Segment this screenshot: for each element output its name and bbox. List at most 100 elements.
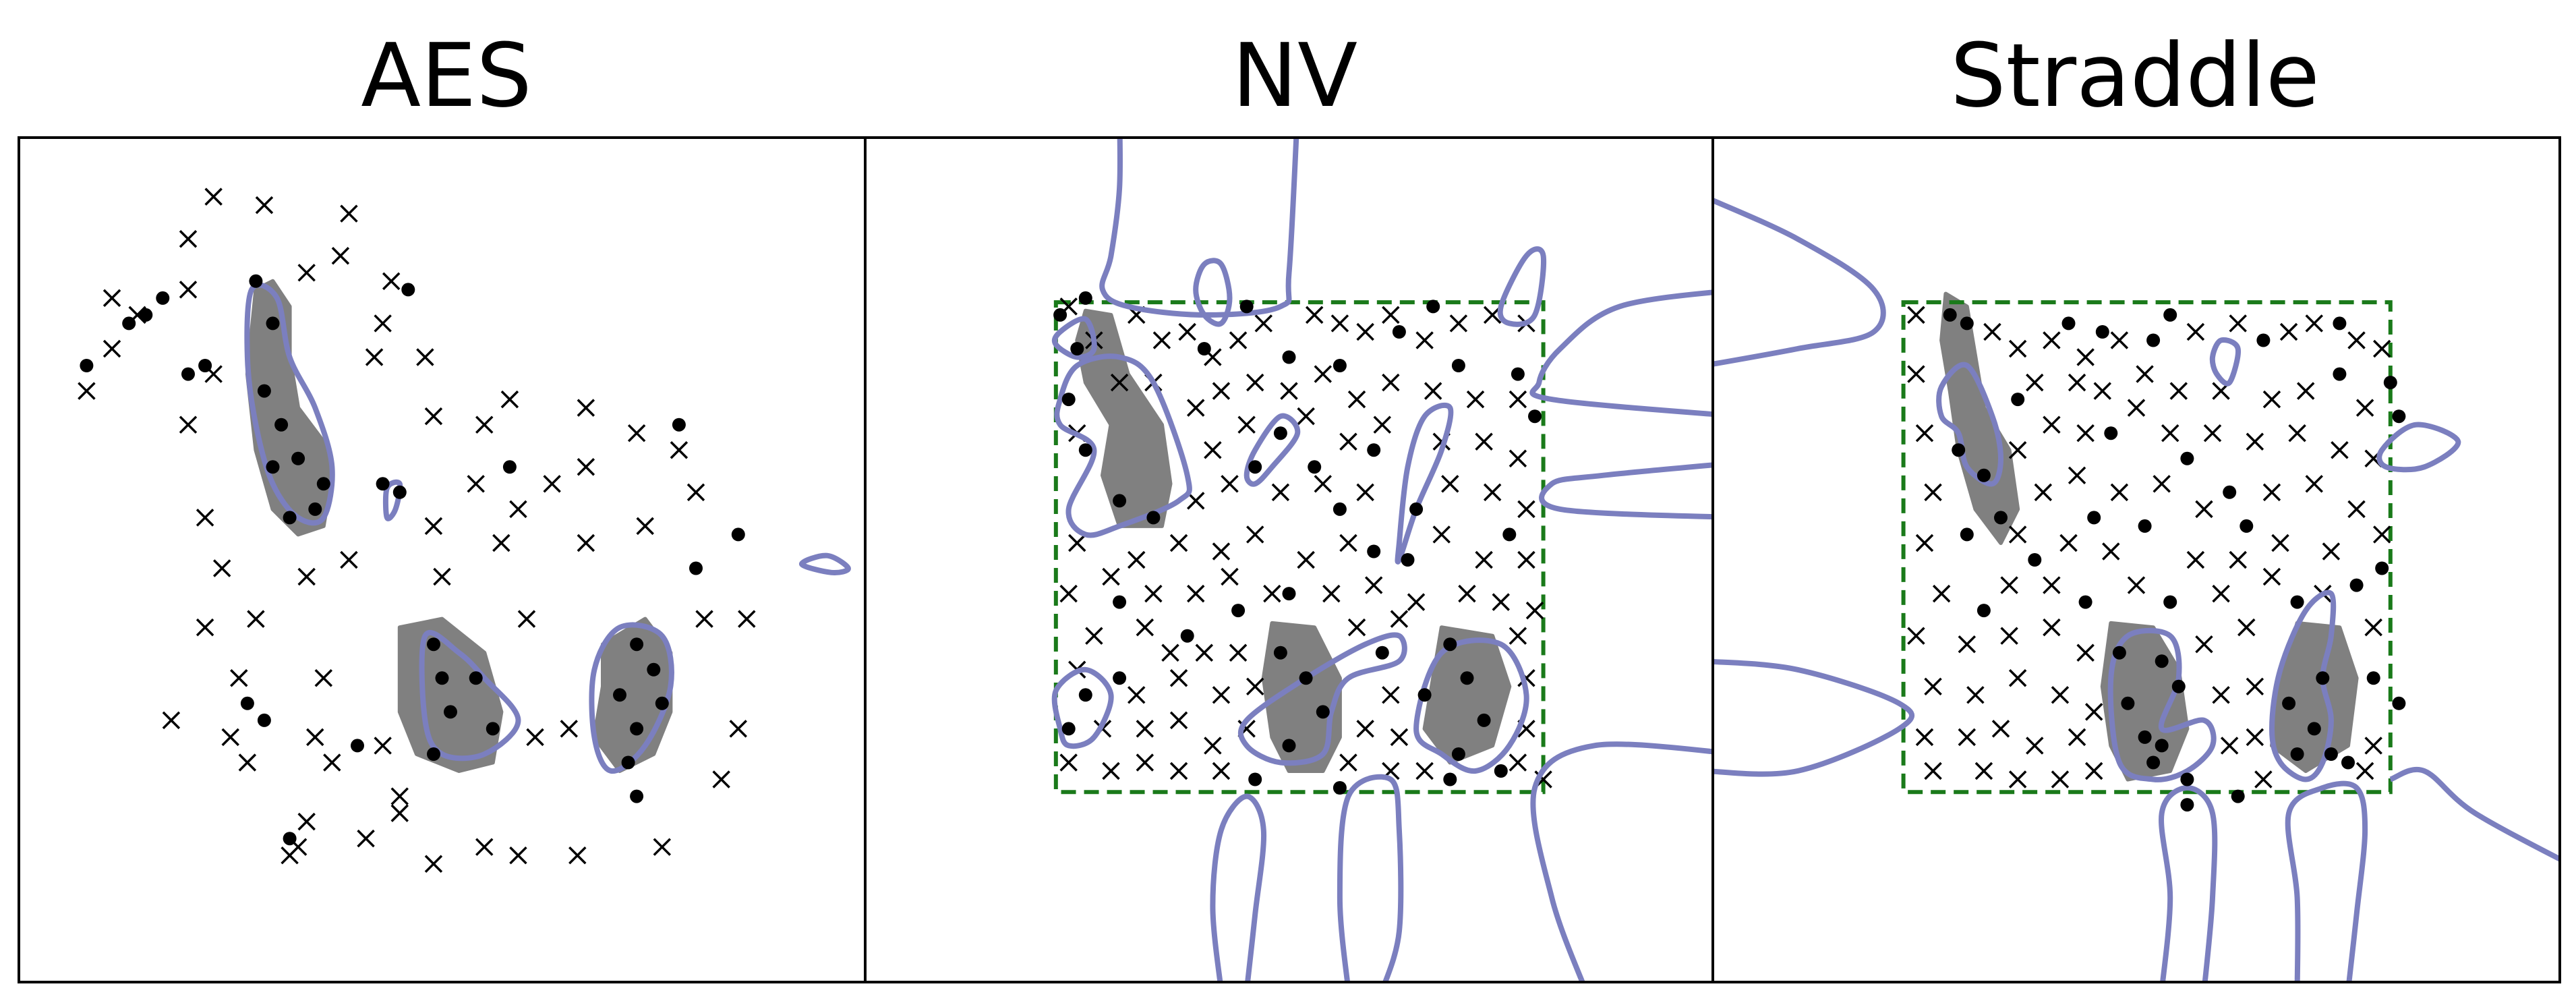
feasible-point: [1273, 426, 1287, 440]
level-set-contour: [2159, 785, 2218, 982]
infeasible-point: [1169, 534, 1188, 552]
level-set-contour: [1051, 666, 1114, 749]
infeasible-point: [1924, 762, 1942, 780]
infeasible-point: [1915, 534, 1934, 552]
feasible-point: [1943, 308, 1957, 322]
infeasible-point: [2084, 703, 2103, 721]
infeasible-point: [1254, 314, 1273, 333]
panel-aes: AES: [18, 24, 867, 983]
feasible-point: [1960, 316, 1974, 331]
infeasible-point: [670, 441, 689, 459]
level-set-contour: [2285, 780, 2368, 982]
infeasible-point: [1297, 407, 1315, 426]
feasible-point: [1952, 443, 1966, 457]
infeasible-point: [1424, 382, 1442, 400]
level-set-contour: [1238, 632, 1407, 766]
infeasible-point: [1186, 584, 1205, 603]
infeasible-point: [390, 787, 409, 805]
infeasible-point: [509, 500, 527, 519]
feasible-point: [2333, 367, 2347, 381]
feasible-point: [1494, 764, 1508, 778]
feasible-point: [427, 747, 440, 761]
infeasible-point: [1263, 584, 1281, 603]
infeasible-point: [1907, 627, 1925, 645]
infeasible-point: [2220, 737, 2239, 755]
infeasible-point: [1347, 390, 1366, 409]
plot-area-aes: [18, 136, 867, 983]
infeasible-point: [2110, 483, 2129, 502]
feasible-point: [291, 451, 305, 465]
infeasible-point: [1958, 635, 1977, 654]
infeasible-point: [2008, 770, 2027, 789]
feasible-region: [1075, 308, 1173, 528]
infeasible-point: [1509, 390, 1527, 409]
feasible-point: [1401, 553, 1415, 567]
infeasible-point: [2195, 500, 2213, 519]
infeasible-point: [1517, 500, 1535, 519]
axes-frame: [1711, 136, 2561, 983]
level-set-contour: [589, 622, 674, 774]
plot-area-nv: [864, 136, 1714, 983]
infeasible-point: [1152, 331, 1171, 349]
feasible-point: [1375, 646, 1389, 660]
feasible-point: [1426, 299, 1440, 314]
infeasible-point: [2076, 643, 2095, 662]
feasible-point: [1333, 502, 1347, 516]
infeasible-point: [314, 669, 333, 687]
infeasible-point: [467, 475, 485, 493]
infeasible-point: [204, 188, 223, 206]
feasible-point: [274, 418, 289, 432]
level-set-contour: [1539, 462, 1713, 520]
infeasible-point: [1322, 584, 1341, 603]
feasible-point: [308, 502, 322, 516]
feasible-point: [1180, 629, 1194, 643]
feasible-point: [630, 789, 644, 803]
feasible-region: [2270, 621, 2359, 773]
infeasible-point: [1907, 306, 1925, 324]
infeasible-point: [2026, 373, 2044, 392]
feasible-point: [1282, 350, 1296, 364]
infeasible-point: [424, 407, 443, 426]
infeasible-point: [1924, 677, 1942, 696]
feasible-point: [630, 722, 644, 736]
feasible-point: [2180, 798, 2194, 812]
level-set-contour: [1193, 258, 1233, 327]
level-set-contour: [1529, 289, 1713, 418]
feasible-point: [1197, 342, 1211, 355]
infeasible-point: [2059, 534, 2078, 552]
infeasible-point: [78, 382, 96, 400]
feasible-point: [2061, 316, 2076, 331]
infeasible-point: [2110, 331, 2129, 349]
level-set-contour: [1243, 413, 1301, 487]
infeasible-point: [2246, 677, 2264, 696]
infeasible-point: [340, 550, 358, 569]
level-set-contour: [419, 629, 521, 762]
infeasible-point: [1407, 593, 1426, 611]
infeasible-point: [2364, 618, 2382, 637]
infeasible-point: [1991, 720, 2010, 738]
infeasible-point: [2203, 424, 2222, 442]
infeasible-point: [2161, 424, 2179, 442]
infeasible-point: [2355, 399, 2374, 417]
infeasible-point: [1221, 475, 1239, 493]
feasible-point: [2028, 553, 2042, 567]
feasible-point: [2333, 316, 2347, 331]
plot-content-nv: [1051, 138, 1713, 982]
infeasible-point: [1246, 525, 1264, 544]
panel-straddle: Straddle: [1711, 24, 2561, 983]
infeasible-point: [1280, 382, 1298, 400]
infeasible-point: [1059, 584, 1078, 603]
feasible-point: [2223, 485, 2237, 499]
infeasible-point: [1415, 762, 1434, 780]
infeasible-point: [1382, 306, 1400, 324]
infeasible-point: [1059, 753, 1078, 772]
feasible-point: [1417, 688, 1432, 702]
feasible-point: [2104, 426, 2118, 440]
infeasible-point: [1212, 686, 1231, 704]
infeasible-point: [1974, 762, 1993, 780]
infeasible-point: [365, 348, 384, 366]
infeasible-point: [517, 610, 536, 628]
infeasible-point: [2246, 728, 2264, 747]
infeasible-point: [2068, 373, 2086, 392]
